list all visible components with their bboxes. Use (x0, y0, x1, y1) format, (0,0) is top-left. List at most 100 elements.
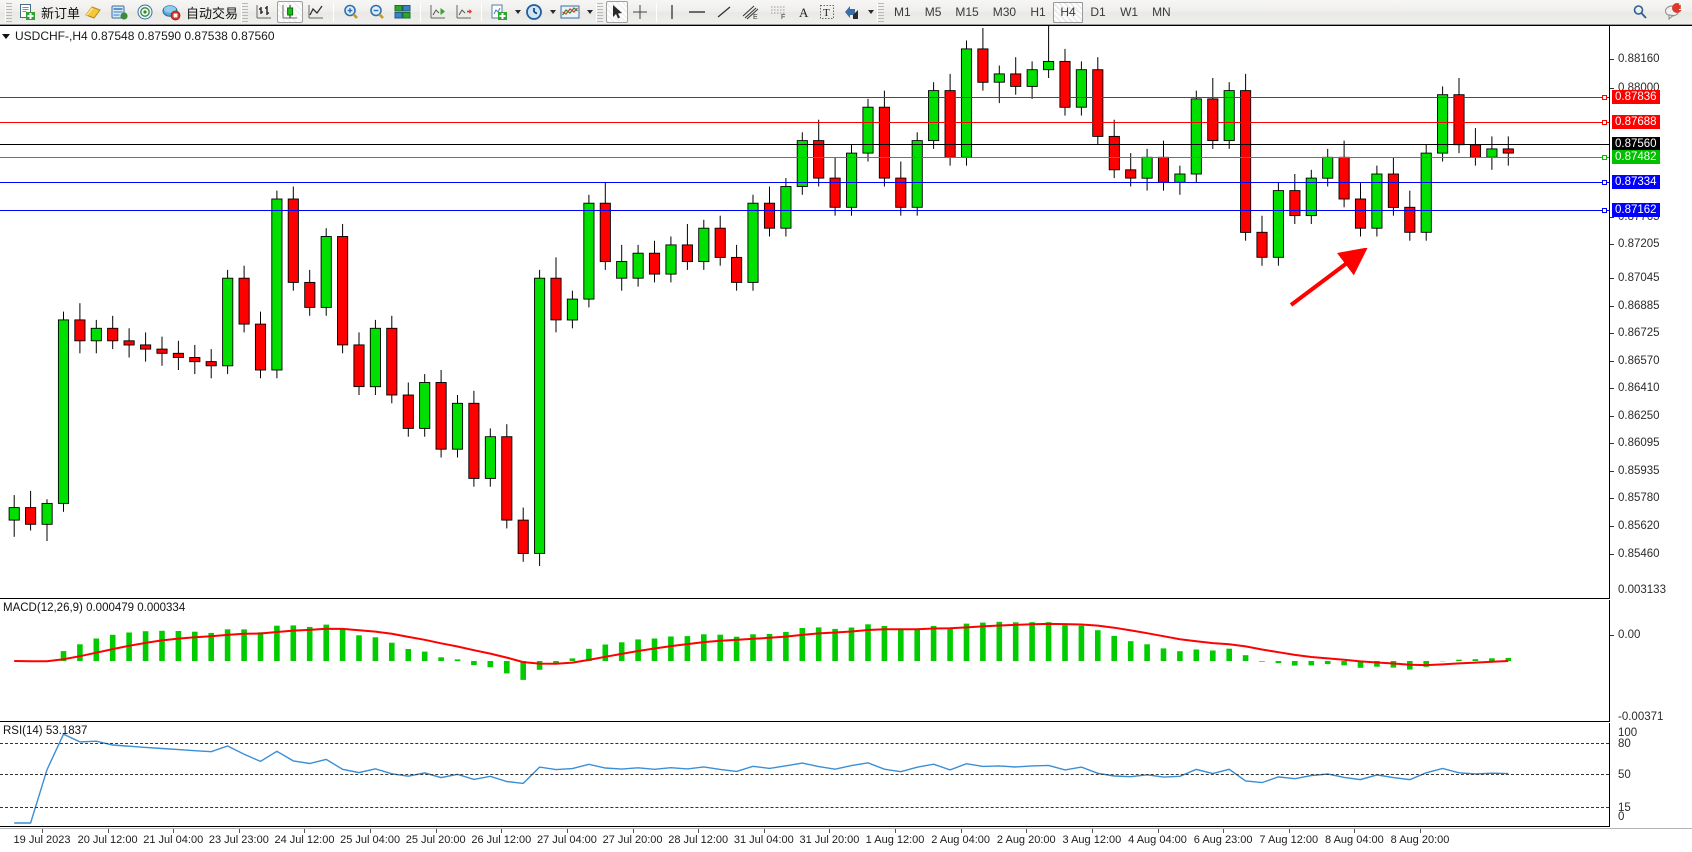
templates-chevron-down-icon[interactable] (587, 10, 594, 14)
timeframe-d1[interactable]: D1 (1090, 5, 1106, 19)
timeframe-w1[interactable]: W1 (1120, 5, 1139, 19)
price-label-resistance[interactable]: 0.87836 (1612, 90, 1660, 104)
support-line-87334-handle[interactable] (1602, 180, 1607, 185)
text-icon[interactable]: A (793, 1, 815, 23)
expert-advisor-icon[interactable] (80, 1, 106, 23)
toolbar-grip[interactable] (5, 2, 12, 22)
resistance-line-87836-handle[interactable] (1602, 95, 1607, 100)
support-line-87334[interactable] (0, 182, 1609, 183)
text-label-icon[interactable]: T (815, 1, 839, 23)
macd-axis-label: -0.00371 (1618, 711, 1664, 723)
price-axis-tick (1610, 59, 1614, 60)
add-indicator-icon[interactable] (486, 1, 512, 23)
chart-collapse-icon[interactable] (2, 33, 10, 39)
toolbar-separator-4 (656, 2, 658, 22)
period-chevron-down-icon[interactable] (550, 10, 557, 14)
arrows-shapes-icon[interactable] (839, 1, 865, 23)
price-axis-tick (1610, 526, 1614, 527)
resistance-line-87688-handle[interactable] (1602, 120, 1607, 125)
time-axis-tick (698, 829, 700, 833)
price-axis-tick (1610, 244, 1614, 245)
price-label-support[interactable]: 0.87162 (1612, 203, 1660, 217)
trendline-icon[interactable] (711, 1, 737, 23)
time-axis-label: 4 Aug 04:00 (1128, 834, 1187, 846)
time-axis-label: 31 Jul 20:00 (799, 834, 860, 846)
rsi-axis-label: 80 (1618, 738, 1631, 750)
shift-chart-icon[interactable] (425, 1, 451, 23)
time-axis-label: 2 Aug 04:00 (931, 834, 991, 846)
crosshair-icon[interactable] (628, 1, 652, 23)
time-axis-tick (960, 829, 962, 833)
candlestick-chart-icon[interactable] (277, 1, 304, 23)
add-indicator-chevron-down-icon[interactable] (515, 10, 522, 14)
timeframe-m15[interactable]: M15 (955, 5, 979, 19)
toolbar-separator-3 (481, 2, 483, 22)
toolbar-grip-2[interactable] (241, 2, 249, 22)
new-order-button[interactable] (15, 1, 39, 23)
rsi-header: RSI(14) 53.1837 (3, 725, 88, 737)
time-axis-tick (1288, 829, 1290, 833)
time-axis-label: 7 Aug 12:00 (1259, 834, 1319, 846)
time-axis-label: 3 Aug 12:00 (1062, 834, 1122, 846)
cursor-icon[interactable] (606, 1, 629, 23)
notifications-icon[interactable]: 1 (1660, 1, 1686, 23)
ask-line-87482-handle[interactable] (1602, 155, 1607, 160)
auto-scroll-icon[interactable] (451, 1, 477, 23)
price-pane[interactable]: USDCHF-,H4 0.87548 0.87590 0.87538 0.875… (0, 26, 1610, 599)
equidistant-channel-icon[interactable]: E (737, 1, 765, 23)
timeframe-m30[interactable]: M30 (992, 5, 1017, 19)
symbol-header: USDCHF-,H4 0.87548 0.87590 0.87538 0.875… (2, 29, 275, 43)
support-line-87162[interactable] (0, 210, 1609, 211)
fibonacci-icon[interactable]: F (765, 1, 793, 23)
zoom-in-icon[interactable] (338, 1, 364, 23)
resistance-line-87688[interactable] (0, 122, 1609, 123)
toolbar-grip-4[interactable] (877, 2, 885, 22)
vertical-line-icon[interactable] (661, 1, 683, 23)
resistance-line-87836[interactable] (0, 97, 1609, 98)
toolbar-right-group: 1 (1628, 1, 1692, 23)
ask-line-87482[interactable] (0, 157, 1609, 158)
macd-axis-tick (1610, 635, 1614, 636)
horizontal-line-icon[interactable] (683, 1, 711, 23)
data-window-icon[interactable] (106, 1, 132, 23)
time-axis-tick (1354, 829, 1356, 833)
price-label-ask[interactable]: 0.87482 (1612, 150, 1660, 164)
timeframe-m1[interactable]: M1 (894, 5, 911, 19)
macd-axis-label: 0.00 (1618, 629, 1641, 641)
time-axis[interactable]: 19 Jul 2023 20 Jul 12:00 21 Jul 04:00 23 Ju… (0, 828, 1692, 852)
tile-windows-icon[interactable] (390, 1, 416, 23)
period-clock-icon[interactable] (521, 1, 547, 23)
timeframe-h1[interactable]: H1 (1030, 5, 1046, 19)
timeframe-m5[interactable]: M5 (924, 5, 942, 19)
bid-line-87560 (0, 144, 1609, 145)
rsi-level-50-line (0, 774, 1609, 775)
price-axis[interactable]: 0.88160 0.88000 0.87765 0.87205 0.87045 0.868… (1610, 26, 1692, 828)
price-axis-label: 0.85935 (1618, 465, 1660, 477)
autotrading-icon[interactable] (158, 1, 184, 23)
price-label-resistance[interactable]: 0.87688 (1612, 115, 1660, 129)
line-chart-icon[interactable] (303, 1, 329, 23)
rsi-level-80-line (0, 743, 1609, 744)
rsi-axis-label: 100 (1618, 727, 1638, 739)
price-label-bid[interactable]: 0.87560 (1612, 137, 1660, 151)
time-axis-tick (370, 829, 372, 833)
timeframe-h4[interactable]: H4 (1053, 1, 1084, 23)
timeframe-mn[interactable]: MN (1152, 5, 1171, 19)
navigator-icon[interactable] (132, 1, 158, 23)
templates-icon[interactable] (556, 1, 584, 23)
macd-pane[interactable]: MACD(12,26,9) 0.000479 0.000334 (0, 600, 1610, 722)
support-line-87162-handle[interactable] (1602, 208, 1607, 213)
toolbar-grip-3[interactable] (596, 2, 604, 22)
zoom-out-icon[interactable] (364, 1, 390, 23)
time-axis-tick (238, 829, 240, 833)
rsi-pane[interactable]: RSI(14) 53.1837 (0, 723, 1610, 827)
chart-frame: USDCHF-,H4 0.87548 0.87590 0.87538 0.875… (0, 25, 1692, 852)
shapes-chevron-down-icon[interactable] (868, 10, 875, 14)
search-icon[interactable] (1628, 1, 1652, 23)
price-axis-tick (1610, 361, 1614, 362)
bar-chart-icon[interactable] (251, 1, 277, 23)
time-axis-tick (42, 829, 43, 833)
price-label-support[interactable]: 0.87334 (1612, 175, 1660, 189)
time-axis-tick (304, 829, 306, 833)
